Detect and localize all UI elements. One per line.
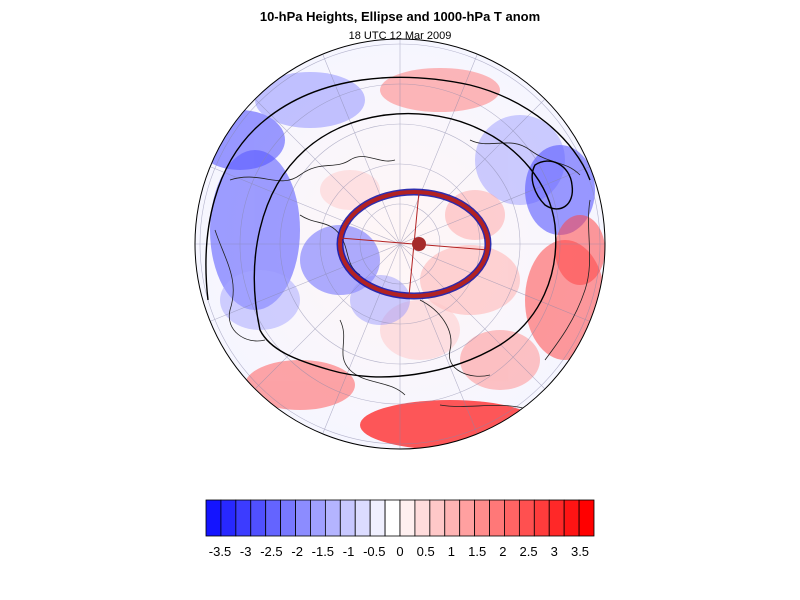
ellipse-center-marker (412, 237, 426, 251)
colorbar-swatch (429, 499, 446, 537)
colorbar-tick-label: 1 (447, 544, 456, 559)
colorbar-tick-label: -2 (291, 544, 303, 559)
map-boundary (194, 38, 606, 450)
colorbar-swatch (444, 499, 461, 537)
colorbar-tick-label: -3.5 (208, 544, 232, 559)
colorbar-swatch (369, 499, 386, 537)
colorbar-swatch (533, 499, 550, 537)
colorbar-swatch (265, 499, 282, 537)
colorbar-tick-label: 0.5 (416, 544, 435, 559)
colorbar-tick-label: -1.5 (311, 544, 335, 559)
colorbar-swatch (548, 499, 565, 537)
colorbar-tick-label: 2.5 (519, 544, 538, 559)
colorbar-swatch (354, 499, 371, 537)
colorbar-swatch (518, 499, 535, 537)
colorbar-tick-label: -0.5 (363, 544, 386, 559)
colorbar-swatch (280, 499, 296, 537)
colorbar-swatch (220, 499, 237, 537)
map-title: 10-hPa Heights, Ellipse and 1000-hPa T a… (259, 9, 541, 24)
colorbar-swatch (250, 499, 267, 537)
colorbar-swatch (459, 499, 476, 537)
colorbar-swatch (489, 499, 505, 537)
graticule (195, 39, 605, 449)
colorbar-tick-label: -1 (342, 544, 355, 559)
colorbar-swatch (504, 499, 520, 537)
colorbar-tick-label: 3.5 (570, 544, 590, 559)
colorbar-swatch (324, 499, 341, 537)
colorbar-swatch (205, 499, 222, 537)
colorbar-tick-label: 1.5 (468, 544, 487, 559)
colorbar-tick-label: 2 (499, 544, 507, 559)
colorbar-swatch (339, 499, 356, 537)
vortex-ellipse (336, 188, 492, 300)
colorbar-swatch (578, 499, 595, 537)
colorbar-tick-label: -2.5 (260, 544, 283, 559)
colorbar-swatch (310, 499, 326, 537)
colorbar-swatch (399, 499, 416, 537)
colorbar-swatch (474, 499, 490, 537)
colorbar-swatch (295, 499, 311, 537)
colorbar-tick-label: 0 (396, 544, 404, 559)
colorbar-swatch (563, 499, 580, 537)
colorbar-swatch (235, 499, 252, 537)
height-contours (205, 76, 591, 378)
map-subtitle: 18 UTC 12 Mar 2009 (348, 30, 452, 42)
colorbar-tick-label: 3 (550, 544, 558, 559)
colorbar-swatch (414, 499, 431, 537)
colorbar-swatch (384, 499, 401, 537)
colorbar-tick-label: -3 (239, 544, 252, 559)
